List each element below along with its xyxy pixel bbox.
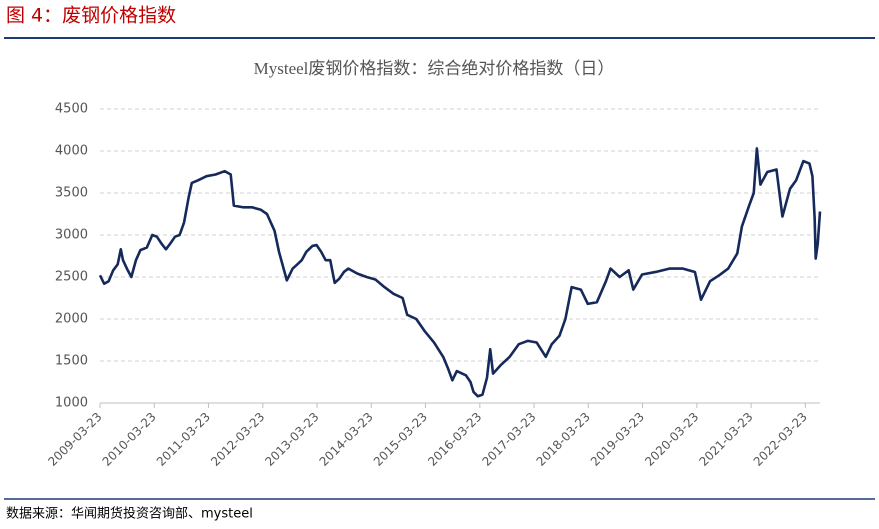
source-note: 数据来源：华闻期货投资咨询部、mysteel <box>6 506 253 522</box>
y-tick-label: 1000 <box>55 396 88 411</box>
y-tick-label: 4000 <box>55 144 88 159</box>
x-tick-label: 2014-03-23 <box>317 410 376 469</box>
x-tick-label: 2012-03-23 <box>208 410 267 469</box>
figure-title: 图 4：废钢价格指数 <box>6 5 176 27</box>
x-tick-label: 2013-03-23 <box>262 410 321 469</box>
x-tick-label: 2016-03-23 <box>425 410 484 469</box>
x-tick-label: 2010-03-23 <box>100 410 159 469</box>
y-tick-label: 2500 <box>55 270 88 285</box>
y-tick-label: 3500 <box>55 186 88 201</box>
x-tick-label: 2015-03-23 <box>371 410 430 469</box>
x-tick-label: 2011-03-23 <box>154 410 213 469</box>
x-tick-label: 2021-03-23 <box>696 410 755 469</box>
x-tick-label: 2022-03-23 <box>751 410 810 469</box>
x-tick-label: 2019-03-23 <box>588 410 647 469</box>
x-tick-label: 2018-03-23 <box>534 410 593 469</box>
x-tick-label: 2020-03-23 <box>642 410 701 469</box>
y-tick-label: 1500 <box>55 354 88 369</box>
chart-title: Mysteel废钢价格指数：综合绝对价格指数（日） <box>254 59 615 78</box>
y-tick-label: 3000 <box>55 228 88 243</box>
y-tick-label: 4500 <box>55 102 88 117</box>
x-tick-label: 2017-03-23 <box>479 410 538 469</box>
x-tick-label: 2009-03-23 <box>45 410 104 469</box>
y-tick-label: 2000 <box>55 312 88 327</box>
series-line <box>98 147 822 398</box>
